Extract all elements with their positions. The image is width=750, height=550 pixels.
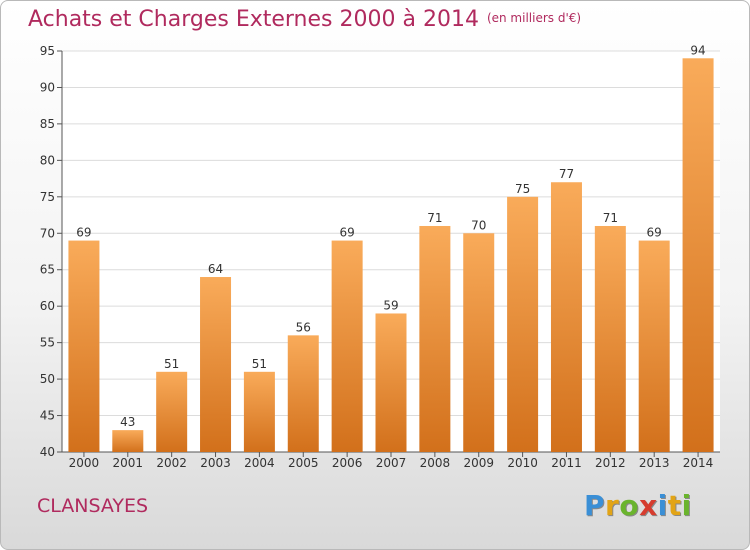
x-tick-label: 2013 xyxy=(639,456,670,470)
logo-letter-r: r xyxy=(605,489,620,522)
bar-value-label: 69 xyxy=(339,226,354,240)
x-tick-label: 2000 xyxy=(69,456,100,470)
bars xyxy=(68,58,714,453)
bar xyxy=(550,182,582,452)
bar-value-label: 71 xyxy=(427,211,442,225)
bar-value-label: 56 xyxy=(296,320,311,334)
x-tick-label: 2004 xyxy=(244,456,275,470)
x-tick-label: 2010 xyxy=(507,456,538,470)
x-tick-label: 2009 xyxy=(463,456,494,470)
logo-letter-t: t xyxy=(667,489,682,522)
x-tick-label: 2001 xyxy=(113,456,144,470)
proxiti-logo: Proxiti xyxy=(584,489,692,522)
x-tick-label: 2012 xyxy=(595,456,626,470)
bar xyxy=(112,430,144,452)
y-tick-label: 50 xyxy=(40,372,55,386)
bar-value-label: 69 xyxy=(647,226,662,240)
y-tick-label: 55 xyxy=(40,336,55,350)
bar xyxy=(331,240,363,452)
bar-value-label: 59 xyxy=(383,298,398,312)
bar-value-label: 51 xyxy=(252,357,267,371)
bar xyxy=(638,240,670,452)
bar-value-label: 77 xyxy=(559,167,574,181)
logo-letter-p: P xyxy=(584,489,606,522)
bar-value-label: 64 xyxy=(208,262,223,276)
x-tick-label: 2014 xyxy=(683,456,714,470)
y-tick-label: 75 xyxy=(40,190,55,204)
logo-letter-i-2: i xyxy=(681,489,692,522)
chart-title-text: Achats et Charges Externes 2000 à 2014 xyxy=(28,7,479,32)
bar xyxy=(68,240,100,452)
x-tick-label: 2003 xyxy=(200,456,231,470)
bar xyxy=(594,225,626,452)
chart-title: Achats et Charges Externes 2000 à 2014 (e… xyxy=(28,7,581,32)
bar-value-label: 69 xyxy=(76,226,91,240)
y-tick-label: 80 xyxy=(40,153,55,167)
y-tick-label: 45 xyxy=(40,409,55,423)
bar xyxy=(463,233,495,452)
bar xyxy=(243,371,275,452)
y-tick-label: 70 xyxy=(40,226,55,240)
y-tick-label: 95 xyxy=(40,44,55,58)
x-tick-label: 2007 xyxy=(376,456,407,470)
x-tick-label: 2008 xyxy=(420,456,451,470)
logo-letter-x: x xyxy=(639,489,658,522)
bar-value-label: 43 xyxy=(120,415,135,429)
bar-value-label: 71 xyxy=(603,211,618,225)
x-tick-label: 2005 xyxy=(288,456,319,470)
bar xyxy=(507,196,539,452)
y-tick-label: 65 xyxy=(40,263,55,277)
y-tick-label: 40 xyxy=(40,445,55,459)
commune-name: CLANSAYES xyxy=(37,495,149,517)
y-tick-label: 90 xyxy=(40,80,55,94)
bar-value-label: 51 xyxy=(164,357,179,371)
logo-letter-o: o xyxy=(619,489,640,522)
bar xyxy=(200,277,232,452)
y-tick-label: 60 xyxy=(40,299,55,313)
x-tick-label: 2002 xyxy=(156,456,187,470)
bar-value-label: 94 xyxy=(690,43,705,57)
bar xyxy=(287,335,319,452)
bar xyxy=(375,313,407,452)
logo-letter-i: i xyxy=(657,489,668,522)
bar xyxy=(156,371,188,452)
labels: 40 45 50 55 60 65 70 75 80 85 90 95 69 2000 43 2001 51 20… xyxy=(40,43,714,470)
chart-subtitle: (en milliers d'€) xyxy=(486,11,582,25)
y-tick-label: 85 xyxy=(40,117,55,131)
bar xyxy=(419,225,451,452)
x-tick-label: 2006 xyxy=(332,456,363,470)
bar-value-label: 70 xyxy=(471,218,486,232)
bar-value-label: 75 xyxy=(515,182,530,196)
bar xyxy=(682,58,714,453)
x-tick-label: 2011 xyxy=(551,456,582,470)
